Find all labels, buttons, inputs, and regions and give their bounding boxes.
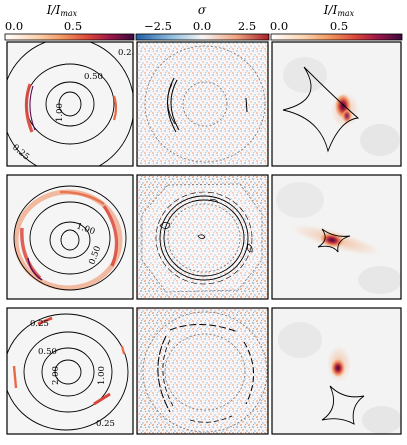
mask-circle [142, 311, 268, 433]
panel-r2-source: 0.50 1.00 [7, 175, 133, 299]
panel-r1-image [272, 42, 401, 166]
panel-r1-source: 0.25 0.50 1.00 0.25 [7, 42, 137, 166]
arc-contour [189, 415, 233, 423]
arc-contour [245, 97, 248, 113]
ring-emission [20, 227, 42, 280]
ring-emission [27, 257, 43, 281]
panel-r1-residual [137, 42, 268, 166]
contour-label: 0.25 [118, 48, 137, 58]
arc-emission [29, 85, 36, 131]
ring-emission [59, 190, 105, 206]
panel-frame [6, 174, 134, 300]
caustic-curve [321, 385, 365, 425]
mask-circle [144, 45, 266, 163]
arc-contour [167, 83, 176, 125]
contour-line [60, 229, 80, 251]
caustic-curve [282, 66, 360, 153]
panel-frame [6, 41, 134, 167]
arc-contour [162, 339, 175, 409]
mask-circle [182, 81, 228, 127]
residual-contour [155, 191, 253, 285]
colorbar-1-label: I/Imax [46, 3, 78, 18]
contour-line [41, 347, 95, 397]
arc-contour [170, 79, 180, 131]
panel-frame [271, 174, 402, 300]
colorbar-3-tick: 0.5 [330, 19, 348, 33]
colorbar-3-label: I/Imax [323, 3, 355, 18]
panel-r2-image [272, 175, 401, 299]
contour-line [13, 185, 127, 291]
colorbar-2-label: σ [198, 3, 207, 17]
contour-line [58, 91, 82, 117]
panel-frame [136, 174, 269, 300]
colorbar-3: I/Imax 0.0 0.5 [270, 3, 403, 41]
arc-contour [169, 323, 239, 333]
colorbar-2: σ −2.5 0.0 2.5 [135, 3, 270, 41]
contour-label: 0.25 [30, 319, 49, 329]
contour-line [23, 331, 113, 413]
contour-line [49, 221, 91, 259]
panel-r3-residual [137, 308, 268, 434]
panel-frame [271, 307, 402, 435]
colorbar-3-gradient [270, 33, 403, 41]
arc-contour [157, 335, 171, 413]
mask-circle [164, 333, 246, 411]
mask-circle [167, 203, 241, 273]
contour-line [29, 201, 111, 275]
panel-r3-image [272, 308, 401, 434]
arc-contour [243, 341, 255, 405]
panel-frame [271, 41, 402, 167]
residual-contour [163, 199, 245, 277]
arc-emission [24, 83, 34, 133]
colorbar-2-gradient [135, 33, 270, 41]
panel-frame [136, 307, 269, 435]
residual-contour [159, 195, 249, 281]
contour-label: 2.00 [51, 366, 61, 385]
colorbar-1-gradient [4, 33, 135, 41]
colorbar-1: I/Imax 0.0 0.5 [4, 3, 135, 41]
panel-r3-source: 0.25 0.50 2.00 1.00 0.25 [7, 308, 133, 434]
arc-emission [37, 316, 53, 326]
contour-line [45, 81, 95, 127]
arc-emission [112, 95, 118, 121]
arc-emission [12, 365, 18, 389]
colorbar-2-tick: 0.0 [193, 19, 211, 33]
contour-line [7, 313, 129, 431]
panel-frame [6, 307, 134, 435]
contour-label: 0.25 [96, 419, 115, 429]
ring-emission [102, 205, 119, 267]
colorbar-2-tick: −2.5 [144, 19, 172, 33]
panel-r2-residual [137, 175, 268, 299]
colorbar-1-tick: 0.5 [64, 19, 82, 33]
colorbar-1-tick: 0.0 [5, 19, 23, 33]
contour-label: 1.00 [97, 366, 107, 385]
colorbar-2-tick: 2.5 [238, 19, 256, 33]
contour-line [54, 359, 82, 385]
panel-frame [136, 41, 269, 167]
contour-label: 0.50 [84, 72, 103, 82]
arc-emission [120, 345, 126, 355]
arc-emission [93, 392, 111, 406]
caustic-curve [317, 228, 351, 253]
contour-label: 1.00 [55, 103, 65, 122]
mask-polygon [141, 183, 263, 293]
contour-label: 0.50 [38, 347, 57, 357]
colorbar-3-tick: 0.0 [270, 19, 288, 33]
